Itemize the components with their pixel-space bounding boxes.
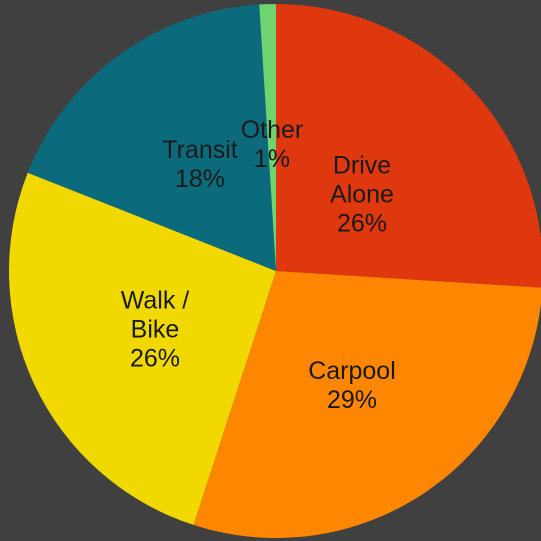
- category-label: Transit: [162, 136, 238, 164]
- value-label: 18%: [174, 165, 226, 193]
- pie-slice: [8, 172, 277, 525]
- category-label: Carpool: [308, 357, 396, 385]
- slice-label: Other 1%: [220, 116, 324, 174]
- slice-label: Transit 18%: [148, 136, 252, 194]
- pie-slice: [193, 271, 541, 538]
- value-label: 1%: [253, 145, 291, 173]
- slice-label: Walk / Bike 26%: [103, 287, 207, 374]
- value-label: 26%: [129, 344, 181, 373]
- pie-slice: [259, 4, 276, 271]
- category-label: Walk / Bike: [120, 286, 190, 344]
- pie-slice: [276, 4, 541, 288]
- category-label: Other: [240, 116, 304, 144]
- value-label: 26%: [336, 209, 388, 238]
- category-label: Drive Alone: [330, 151, 394, 209]
- value-label: 29%: [326, 386, 378, 414]
- slice-label: Carpool 29%: [300, 357, 404, 415]
- pie-slice: [27, 4, 276, 272]
- slice-label: Drive Alone 26%: [310, 152, 414, 239]
